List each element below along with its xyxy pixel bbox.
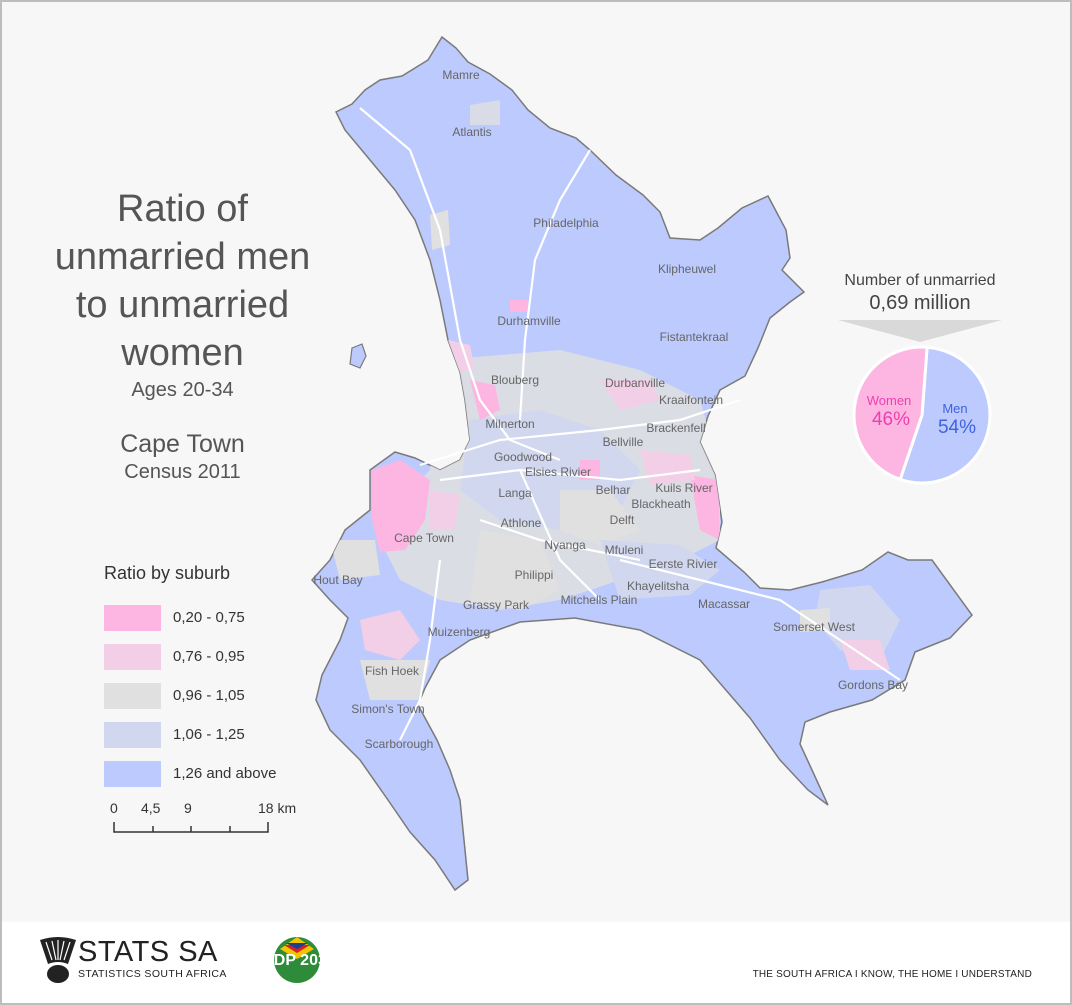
scale-bar: 0 4,5 9 18 km	[108, 800, 298, 840]
place-label: Khayelitsha	[627, 579, 689, 593]
pie-title-line-1: Number of unmarried	[844, 272, 996, 289]
title-block: Ratio of unmarried men to unmarried wome…	[30, 185, 335, 485]
place-label: Blouberg	[491, 373, 539, 387]
title-place: Cape Town	[120, 430, 245, 458]
place-label: Klipheuwel	[658, 262, 716, 276]
legend-label: 1,26 and above	[173, 765, 277, 782]
ndp-logo-label: NDP 2030	[262, 952, 336, 969]
ndp-2030-logo	[274, 937, 320, 983]
place-label: Kraaifontein	[659, 393, 723, 407]
legend-row: 0,20 - 0,75	[104, 598, 276, 637]
pie-slice	[852, 345, 929, 482]
stats-sa-logo: STATS SA STATISTICS SOUTH AFRICA	[78, 936, 227, 980]
scale-bar-line	[113, 822, 269, 833]
place-label: Macassar	[698, 597, 750, 611]
place-label: Blackheath	[631, 497, 690, 511]
pie-title-line-2: 0,69 million	[869, 292, 971, 314]
place-label: Gordons Bay	[838, 678, 908, 692]
place-label: Athlone	[501, 516, 542, 530]
place-label: Mamre	[442, 68, 480, 82]
place-label: Belhar	[596, 483, 631, 497]
legend-row: 1,06 - 1,25	[104, 715, 276, 754]
suburb-patches	[330, 100, 900, 700]
place-label: Durhamville	[497, 314, 561, 328]
place-label: Milnerton	[485, 417, 534, 431]
pie-title: Number of unmarried 0,69 million	[810, 271, 1030, 315]
place-label: Elsies Rivier	[525, 465, 591, 479]
place-label: Scarborough	[365, 737, 434, 751]
tagline: THE SOUTH AFRICA I KNOW, THE HOME I UNDE…	[752, 969, 1032, 980]
legend-label: 0,76 - 0,95	[173, 648, 245, 665]
robben-island	[349, 343, 367, 369]
legend-row: 1,26 and above	[104, 754, 276, 793]
title-line-2: unmarried men	[54, 236, 311, 278]
legend: Ratio by suburb 0,20 - 0,75 0,76 - 0,95 0,…	[104, 563, 276, 793]
place-label: Atlantis	[452, 125, 491, 139]
scale-label-18km: 18 km	[258, 800, 297, 816]
place-label: Somerset West	[773, 620, 855, 634]
legend-swatch	[104, 760, 161, 787]
place-label: Brackenfell	[646, 421, 705, 435]
place-labels: Mamre Atlantis Philadelphia Klipheuwel Durha…	[313, 68, 908, 751]
pie-slice-value: 54%	[938, 417, 976, 438]
place-label: Mitchells Plain	[561, 593, 638, 607]
title-line-1: Ratio of	[117, 188, 248, 230]
legend-label: 1,06 - 1,25	[173, 726, 245, 743]
legend-row: 0,96 - 1,05	[104, 676, 276, 715]
ndp-logo-text: NDP 2030	[262, 952, 336, 969]
place-label: Nyanga	[544, 538, 586, 552]
logo-subtitle: STATISTICS SOUTH AFRICA	[78, 968, 227, 980]
place-label: Grassy Park	[463, 598, 530, 612]
place-label: Bellville	[603, 435, 644, 449]
place-label: Kuils River	[655, 481, 712, 495]
scale-label-4-5: 4,5	[141, 800, 161, 816]
pie-pointer	[838, 320, 1002, 342]
place-label: Simon's Town	[351, 702, 424, 716]
legend-swatch	[104, 721, 161, 748]
place-label: Philippi	[515, 568, 554, 582]
title-census: Census 2011	[124, 461, 241, 483]
pie-slice-label: Women	[867, 393, 912, 408]
place-label: Cape Town	[394, 531, 454, 545]
pie-slice-value: 46%	[872, 409, 910, 430]
place-label: Fish Hoek	[365, 664, 420, 678]
scale-label-0: 0	[110, 800, 118, 816]
legend-label: 0,20 - 0,75	[173, 609, 245, 626]
title-line-4: women	[121, 332, 244, 374]
roads	[359, 107, 901, 741]
footer	[2, 922, 1070, 1003]
place-label: Muizenberg	[428, 625, 491, 639]
place-label: Durbanville	[605, 376, 665, 390]
place-label: Mfuleni	[605, 543, 644, 557]
pie-slice-label: Men	[942, 401, 967, 416]
legend-title: Ratio by suburb	[104, 563, 231, 583]
place-label: Hout Bay	[313, 573, 362, 587]
legend-row: 0,76 - 0,95	[104, 637, 276, 676]
place-label: Philadelphia	[533, 216, 599, 230]
place-label: Langa	[498, 486, 532, 500]
scale-label-9: 9	[184, 800, 192, 816]
place-label: Eerste Rivier	[649, 557, 718, 571]
place-label: Fistantekraal	[660, 330, 729, 344]
title-ages: Ages 20-34	[131, 379, 234, 401]
legend-swatch	[104, 682, 161, 709]
legend-swatch	[104, 643, 161, 670]
title-line-3: to unmarried	[75, 284, 290, 326]
pie-slice	[898, 345, 992, 485]
logo-name: STATS SA	[78, 936, 218, 968]
stats-sa-logo-icon	[40, 937, 76, 983]
place-label: Goodwood	[494, 450, 552, 464]
legend-swatch	[104, 604, 161, 631]
legend-label: 0,96 - 1,05	[173, 687, 245, 704]
place-label: Delft	[610, 513, 635, 527]
